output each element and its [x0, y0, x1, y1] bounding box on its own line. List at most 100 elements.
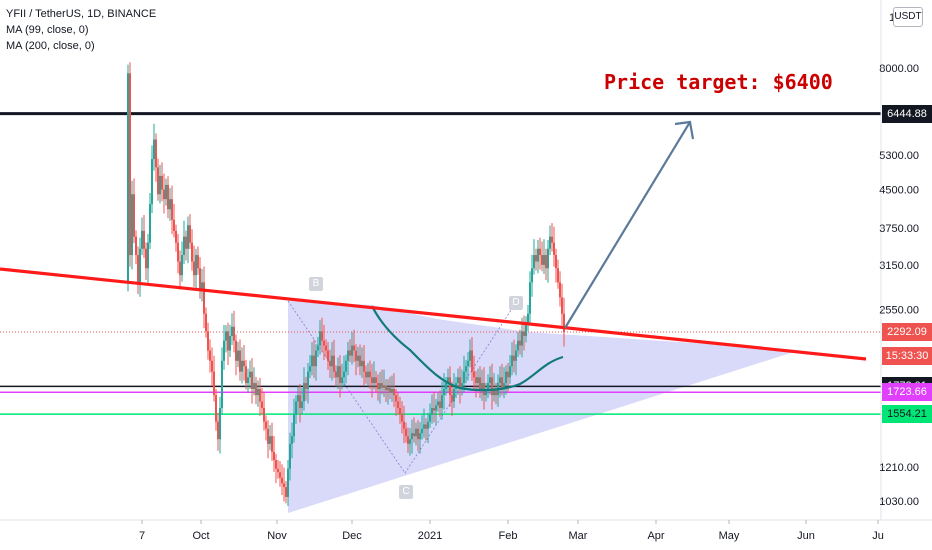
candle-up: [467, 360, 469, 367]
candle-down: [175, 230, 177, 243]
candle-down: [355, 350, 357, 361]
candle-down: [167, 184, 169, 210]
candle-down: [491, 377, 493, 396]
candle-down: [235, 340, 237, 361]
candle-up: [269, 436, 271, 444]
candle-down: [239, 350, 241, 372]
candle-down: [545, 255, 547, 269]
candle-down: [535, 255, 537, 262]
candle-up: [241, 360, 243, 372]
candle-down: [245, 366, 247, 384]
candle-up: [477, 377, 479, 384]
time-tick-label: 7: [139, 530, 145, 542]
candle-up: [431, 407, 433, 415]
candle-down: [145, 248, 147, 269]
candle-down: [473, 371, 475, 378]
candle-down: [555, 255, 557, 269]
candle-down: [369, 371, 371, 378]
candle-up: [301, 401, 303, 408]
ma200-legend[interactable]: MA (200, close, 0): [6, 40, 95, 52]
candle-down: [277, 468, 279, 473]
triangle-pattern: [288, 301, 800, 513]
time-axis[interactable]: 7 Oct Nov Dec 2021 Feb Mar Apr May Jun Ju: [139, 520, 884, 542]
candle-down: [177, 242, 179, 262]
candle-down: [233, 326, 235, 341]
candle-down: [541, 255, 543, 265]
ma99-legend[interactable]: MA (99, close, 0): [6, 24, 89, 36]
candlesticks: [127, 62, 565, 507]
candle-up: [509, 366, 511, 378]
candle-up: [181, 255, 183, 276]
candle-up: [367, 371, 369, 378]
candle-down: [413, 433, 415, 437]
candle-up: [289, 443, 291, 469]
candle-up: [153, 139, 155, 159]
candle-down: [325, 345, 327, 351]
candle-down: [363, 360, 365, 372]
candle-up: [287, 468, 289, 497]
candle-down: [399, 407, 401, 415]
candle-down: [339, 366, 341, 384]
candle-up: [351, 345, 353, 356]
candle-down: [385, 385, 387, 391]
candle-down: [275, 460, 277, 469]
time-tick-label: Ju: [872, 530, 884, 542]
target-arrow: [564, 120, 695, 329]
price-axis[interactable]: 8000.00 5300.00 4500.00 3750.00 3150.00 2550.…: [879, 12, 919, 508]
candle-down: [305, 383, 307, 390]
candle-up: [309, 366, 311, 372]
candle-up: [195, 255, 197, 276]
candle-down: [507, 371, 509, 378]
candle-up: [141, 230, 143, 249]
candle-up: [221, 360, 223, 408]
candle-up: [237, 350, 239, 361]
candle-up: [201, 282, 203, 290]
candle-down: [267, 428, 269, 444]
candle-up: [347, 350, 349, 361]
candle-down: [449, 377, 451, 396]
currency-button[interactable]: USDT: [893, 7, 923, 27]
candle-up: [447, 377, 449, 384]
time-tick-label: May: [719, 530, 740, 542]
candle-up: [499, 377, 501, 384]
candle-up: [427, 421, 429, 429]
candle-up: [517, 340, 519, 351]
candle-up: [391, 389, 393, 393]
candle-down: [405, 428, 407, 437]
candle-down: [285, 487, 287, 497]
candle-up: [387, 387, 389, 391]
candle-down: [359, 355, 361, 367]
price-tick-label: 5300.00: [879, 150, 919, 162]
candle-up: [445, 383, 447, 390]
descending-trendline: [0, 267, 867, 361]
price-tick-label: 1030.00: [879, 496, 919, 508]
symbol-title[interactable]: YFII / TetherUS, 1D, BINANCE: [6, 8, 157, 20]
candle-down: [397, 401, 399, 408]
candle-up: [187, 225, 189, 249]
candle-down: [273, 451, 275, 461]
candle-up: [437, 401, 439, 406]
candle-up: [183, 236, 185, 256]
candle-up: [291, 436, 293, 444]
candle-up: [531, 268, 533, 283]
price-tick-label: 1210.00: [879, 462, 919, 474]
candle-down: [281, 477, 283, 484]
candle-up: [529, 282, 531, 314]
price-target-annotation: Price target: $6400: [604, 70, 833, 94]
candle-down: [255, 383, 257, 396]
candle-up: [159, 175, 161, 195]
candle-down: [189, 225, 191, 243]
candle-down: [215, 395, 217, 422]
countdown-tag: 15:33:30: [882, 346, 932, 365]
candle-down: [243, 360, 245, 367]
time-tick-label: Mar: [569, 530, 588, 542]
candle-up: [543, 255, 545, 265]
time-tick-label: Jun: [797, 530, 815, 542]
candle-down: [375, 377, 377, 384]
candle-down: [433, 407, 435, 411]
candle-down: [205, 313, 207, 332]
candle-up: [231, 326, 233, 336]
support-1723-tag: 1723.66: [882, 383, 932, 402]
candle-down: [407, 436, 409, 444]
